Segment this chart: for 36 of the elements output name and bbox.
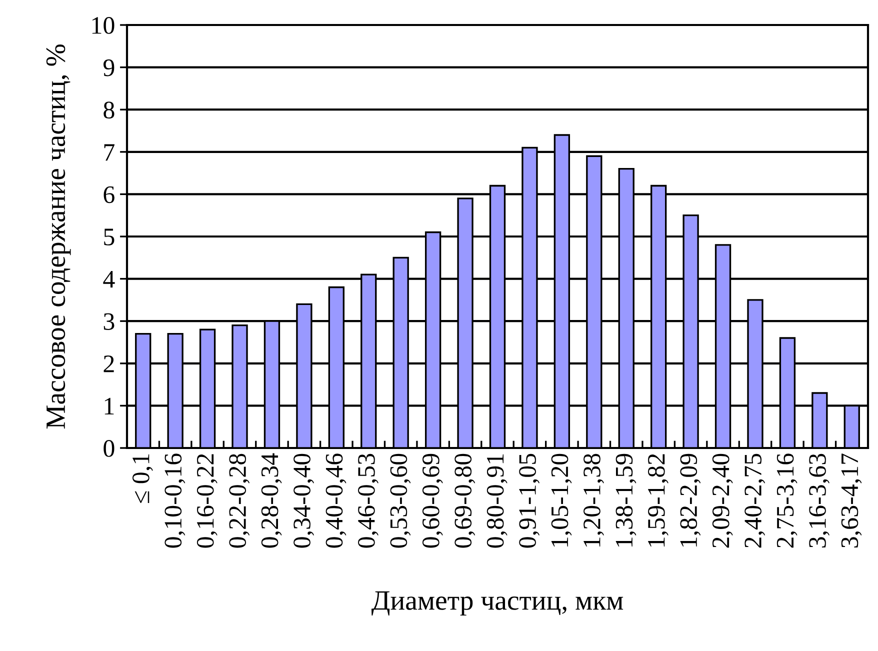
x-tick-label: 0,28-0,34 (261, 453, 282, 548)
x-tick-label: 3,63-4,17 (841, 454, 862, 548)
x-tick-label: 0,91-1,05 (519, 454, 540, 548)
x-tick-label: 0,16-0,22 (196, 454, 218, 548)
x-tick-label: 1,59-1,82 (648, 454, 668, 546)
x-tick-label: 0,69-0,80 (454, 454, 476, 548)
x-tick-label: 0,34-0,40 (294, 454, 314, 548)
x-tick-label: 0,10-0,16 (164, 454, 186, 548)
x-tick-label: 2,75-3,16 (776, 454, 798, 548)
x-axis-title: Диаметр частиц, мкм (371, 591, 624, 616)
y-tick-label: 2 (104, 356, 114, 372)
y-tick-label: 5 (104, 228, 114, 246)
y-tick-label: 6 (104, 186, 114, 204)
x-tick-label: 0,46-0,53 (358, 454, 378, 548)
x-tick-label: 1,05-1,20 (551, 454, 572, 546)
y-tick-label: 10 (92, 17, 114, 34)
x-tick-label: 1,38-1,59 (616, 454, 636, 546)
y-tick-label: 1 (104, 398, 114, 414)
x-tick-label: 0,53-0,60 (390, 454, 411, 548)
x-tick-label: 2,09-2,40 (712, 454, 733, 548)
y-tick-label: 3 (104, 313, 114, 330)
y-tick-label: 0 (104, 440, 114, 457)
x-tick-label: 1,20-1,38 (584, 454, 604, 546)
x-tick-label: 3,16-3,63 (809, 454, 830, 548)
x-tick-label: 0,22-0,28 (229, 454, 250, 548)
x-tick-label: 0,60-0,69 (422, 454, 443, 548)
y-tick-label: 7 (104, 144, 114, 161)
y-tick-label: 8 (104, 102, 114, 119)
y-axis-title: Массовое содержание частиц, % (46, 44, 71, 429)
x-tick-label: ≤ 0,1 (132, 454, 153, 504)
x-tick-label: 1,82-2,09 (680, 454, 701, 546)
y-tick-label: 4 (103, 271, 115, 288)
x-tick-label: 0,80-0,91 (486, 454, 508, 548)
y-tick-label: 9 (104, 59, 114, 76)
x-tick-label: 2,40-2,75 (744, 454, 766, 548)
x-tick-label: 0,40-0,46 (326, 454, 346, 548)
